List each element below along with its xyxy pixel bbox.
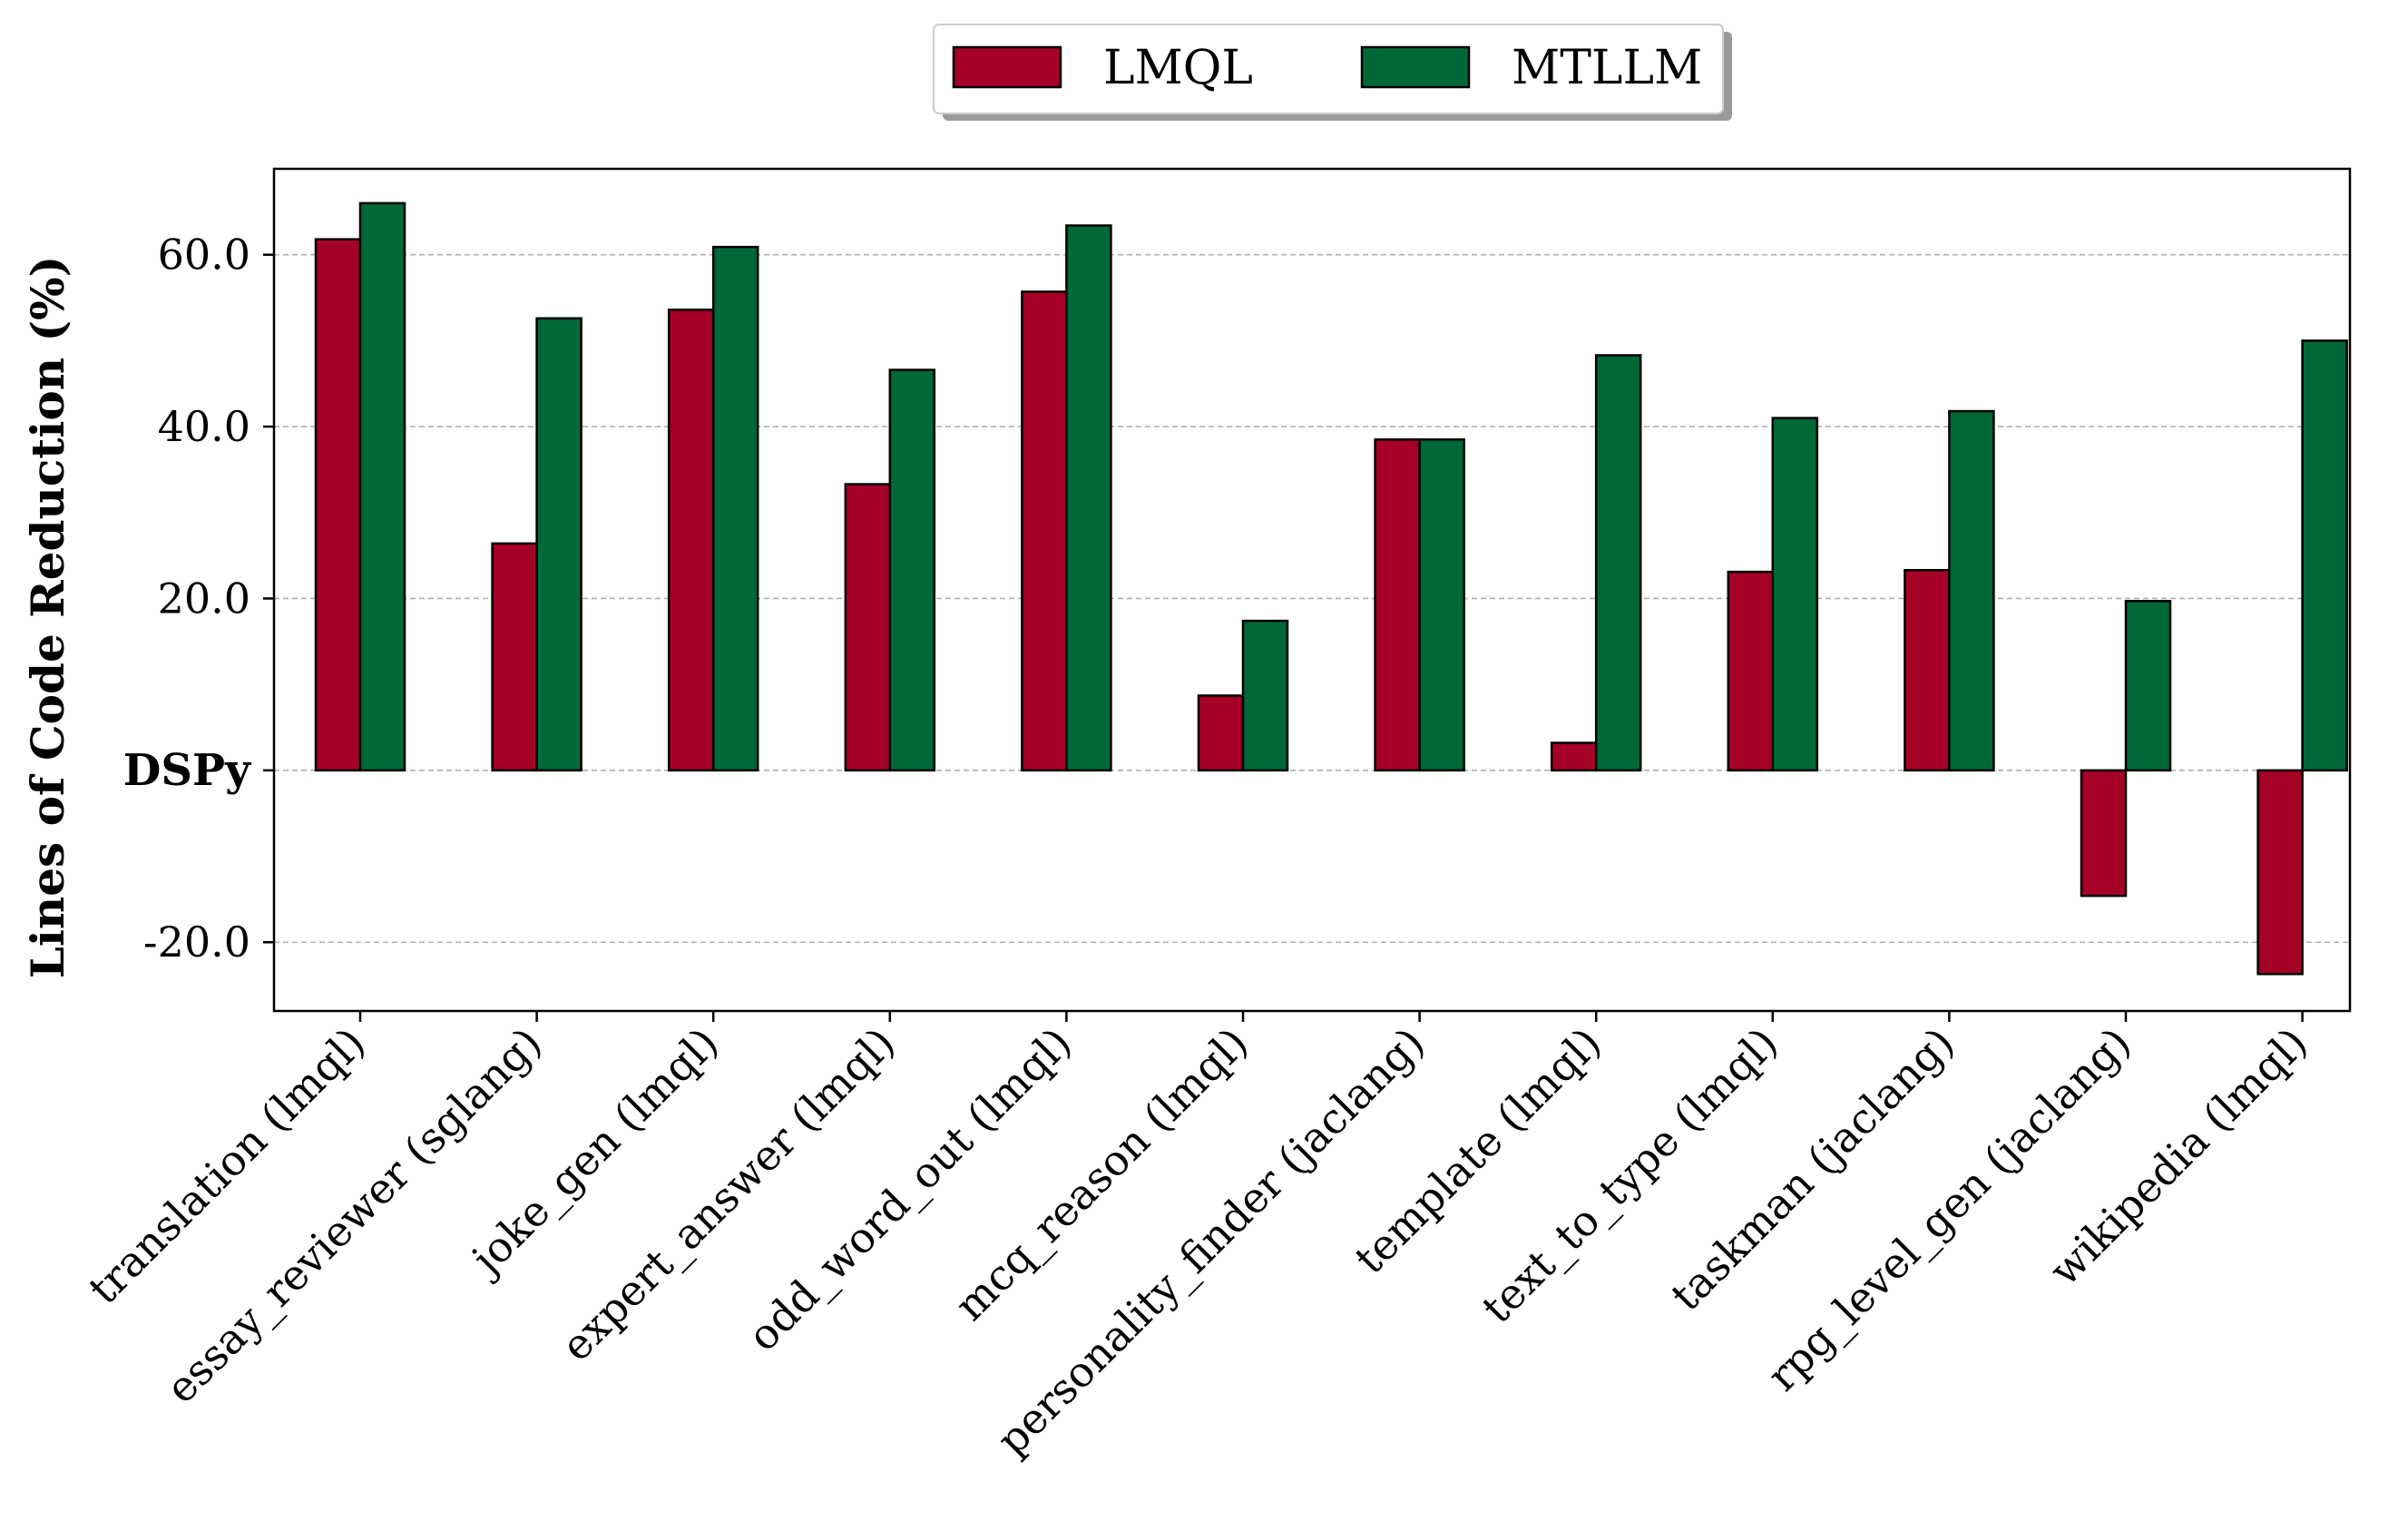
bars <box>314 201 2348 976</box>
legend-box <box>933 24 1724 114</box>
bar-mtllm <box>888 368 936 772</box>
legend-label-lmql: LMQL <box>1103 41 1253 95</box>
plot-frame <box>272 167 2352 1013</box>
y-axis-label: Lines of Code Reduction (%) <box>21 256 74 979</box>
bar-mtllm <box>1771 417 1819 772</box>
bar-mtllm <box>358 201 406 772</box>
bar-lmql <box>667 309 715 772</box>
x-tick-label: rpg_level_gen (jaclang) <box>1757 1018 2140 1401</box>
legend-swatch-lmql <box>952 45 1062 89</box>
bar-lmql <box>1904 568 1951 772</box>
y-axis: -20.0 DSPy 20.0 40.0 60.0 <box>123 231 274 967</box>
bar-lmql <box>1197 694 1245 772</box>
bar-lmql <box>1374 438 1421 772</box>
bar-mtllm <box>1241 619 1289 772</box>
bar-lmql <box>314 238 362 772</box>
bar-mtllm <box>1594 354 1642 772</box>
bar-lmql <box>1550 741 1598 772</box>
x-axis: translation (lmql)essay_reviewer (sglang… <box>79 1011 2316 1465</box>
bar-lmql <box>2256 769 2304 976</box>
bar-mtllm <box>2124 600 2172 772</box>
x-tick-label: mcq_reason (lmql) <box>945 1018 1258 1330</box>
bar-mtllm <box>1418 438 1465 772</box>
bar-mtllm <box>535 317 582 772</box>
y-tick-label: 40.0 <box>158 402 250 451</box>
x-tick-label: odd_word_out (lmql) <box>739 1018 1082 1361</box>
bar-lmql <box>1021 290 1068 772</box>
bar-mtllm <box>2301 339 2348 772</box>
legend: LMQL MTLLM <box>933 24 1732 121</box>
legend-swatch-mtllm <box>1360 45 1471 89</box>
bar-mtllm <box>1948 409 1995 772</box>
baseline-label: DSPy <box>123 745 252 796</box>
bar-lmql <box>2080 769 2128 898</box>
bar-lmql <box>491 542 538 772</box>
y-tick-label: -20.0 <box>143 918 250 967</box>
bar-mtllm <box>1065 224 1112 772</box>
bar-lmql <box>1727 570 1775 772</box>
y-tick-label: 20.0 <box>158 574 250 623</box>
gridlines <box>274 253 2350 944</box>
legend-label-mtllm: MTLLM <box>1512 41 1702 95</box>
x-tick-label: text_to_type (lmql) <box>1473 1018 1787 1333</box>
bar-lmql <box>844 483 892 772</box>
bar-mtllm <box>711 245 759 772</box>
x-tick-label: expert_answer (lmql) <box>552 1018 905 1371</box>
y-tick-label: 60.0 <box>158 231 250 280</box>
x-tick-label: essay_reviewer (sglang) <box>156 1018 551 1413</box>
